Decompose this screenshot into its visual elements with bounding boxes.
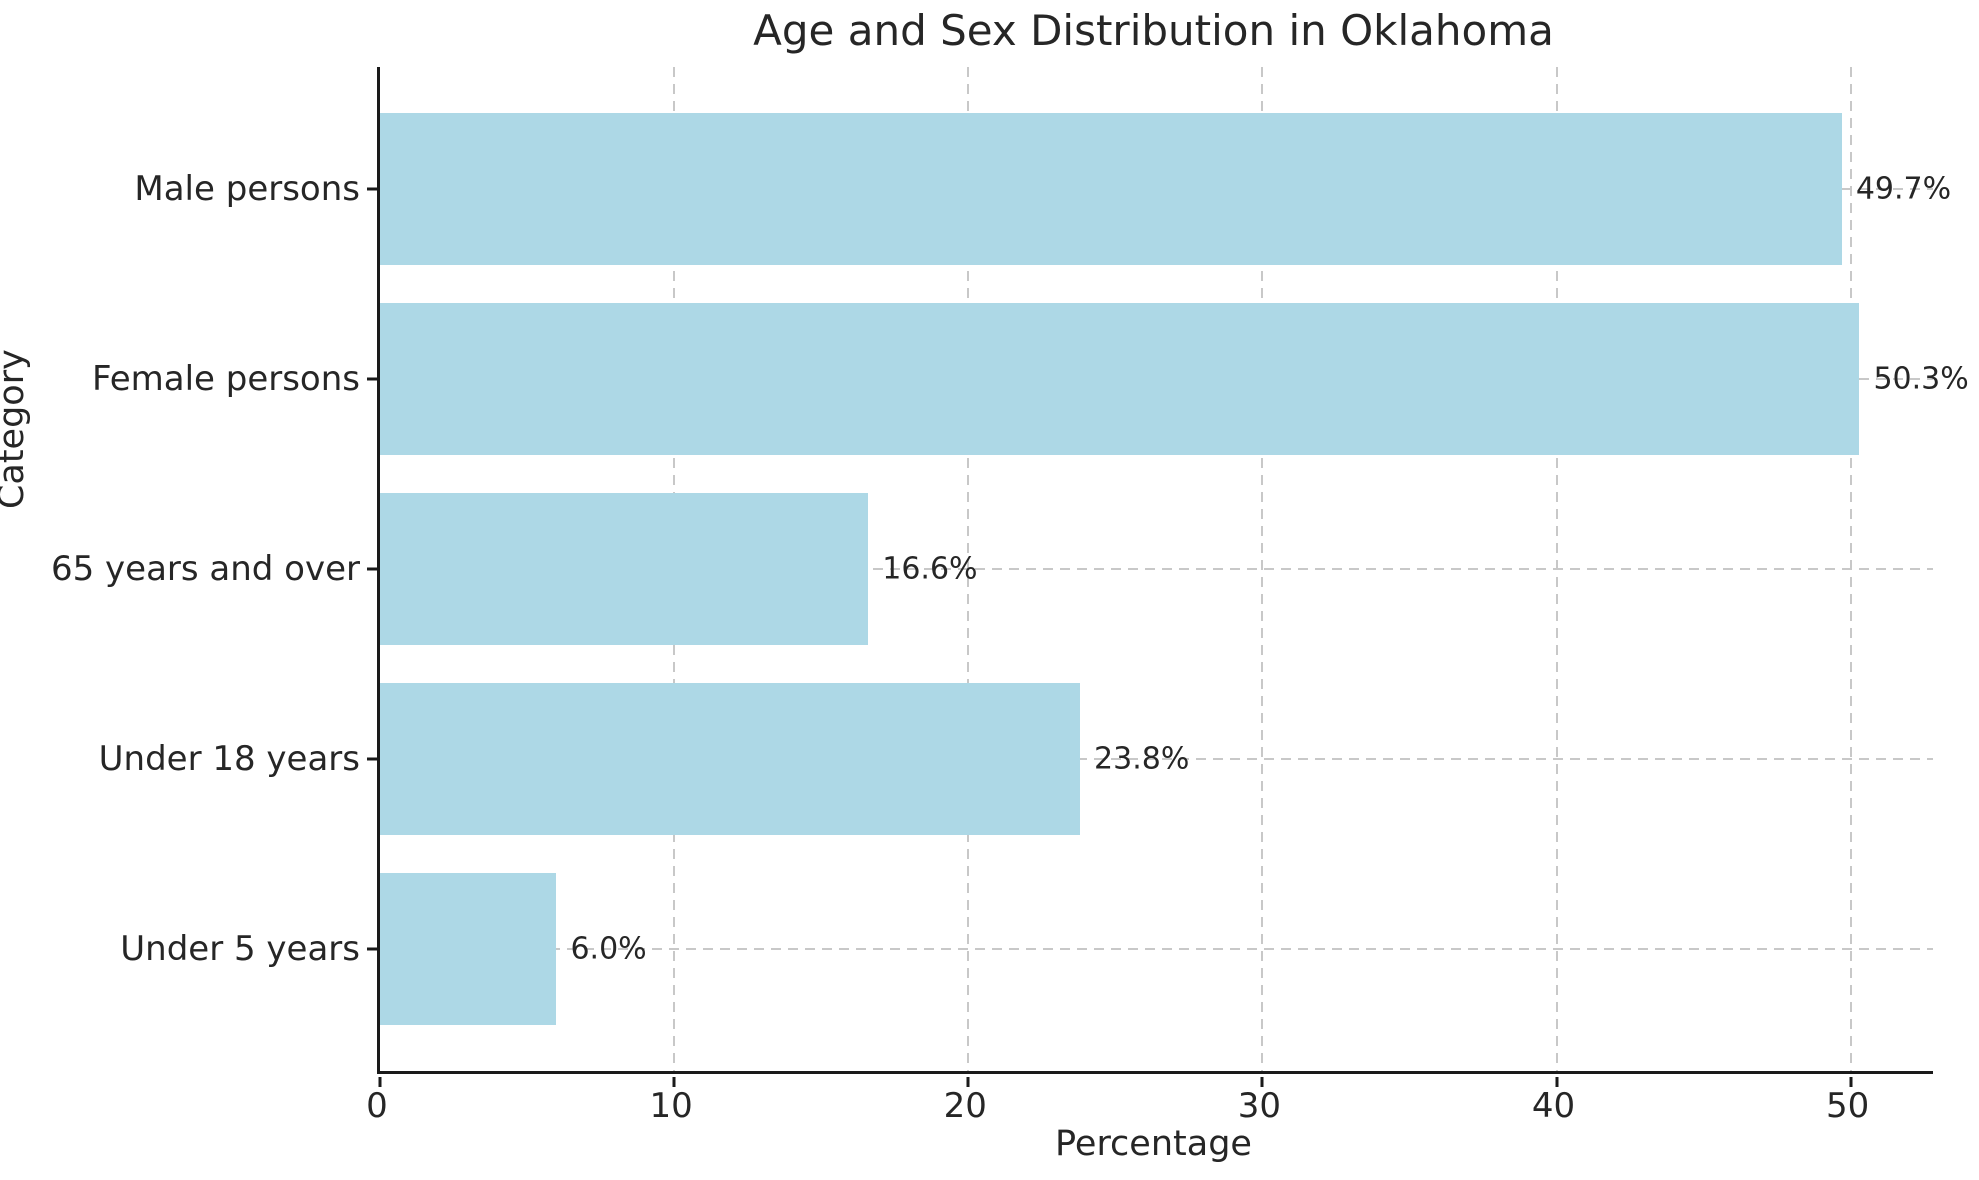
bar	[380, 302, 1860, 455]
category-label: Male persons	[134, 168, 360, 209]
x-tick-mark	[672, 1077, 676, 1087]
x-tick-label: 0	[366, 1086, 388, 1126]
x-tick-labels: 0 10 20 30 40 50	[366, 1086, 1930, 1130]
horizontal-gridline	[380, 758, 1933, 761]
x-tick-mark	[378, 1077, 382, 1087]
bar-value-label: 16.6%	[882, 551, 978, 587]
x-tick-mark	[966, 1077, 970, 1087]
bar	[380, 683, 1081, 836]
x-axis-label: Percentage	[1055, 1124, 1252, 1164]
category-label: Under 18 years	[98, 739, 360, 780]
x-tick-label: 40	[1531, 1086, 1576, 1126]
y-tick-mark	[367, 947, 377, 951]
horizontal-gridline	[380, 948, 1933, 951]
category-label: 65 years and over	[50, 549, 360, 589]
bar	[380, 873, 557, 1026]
bar	[380, 492, 869, 646]
horizontal-gridline	[380, 568, 1933, 570]
y-tick-mark	[367, 377, 377, 381]
x-tick-mark	[1555, 1077, 1558, 1087]
bar-value-label: 50.3%	[1873, 361, 1969, 397]
x-tick-label: 30	[1237, 1086, 1282, 1126]
y-tick-labels: Male persons Female persons 65 years and o…	[0, 67, 360, 1071]
x-tick-label: 50	[1826, 1086, 1870, 1126]
bar-value-label: 49.7%	[1855, 171, 1952, 207]
x-tick-label: 20	[943, 1086, 987, 1126]
category-label: Female persons	[92, 358, 360, 399]
category-label: Under 5 years	[120, 929, 360, 970]
y-tick-mark	[367, 757, 377, 761]
x-tick-label: 10	[649, 1086, 693, 1126]
plot-area: 49.7% 50.3% 16.6% 23.8% 6.0%	[367, 67, 1969, 1087]
y-tick-mark	[367, 187, 377, 191]
chart-title: Age and Sex Distribution in Oklahoma	[753, 6, 1554, 55]
y-tick-mark	[367, 567, 377, 571]
x-tick-mark	[1260, 1077, 1264, 1087]
x-tick-mark	[1849, 1077, 1853, 1087]
bar	[380, 112, 1842, 265]
bar-value-label: 6.0%	[570, 931, 647, 967]
bar-value-label: 23.8%	[1094, 741, 1190, 777]
